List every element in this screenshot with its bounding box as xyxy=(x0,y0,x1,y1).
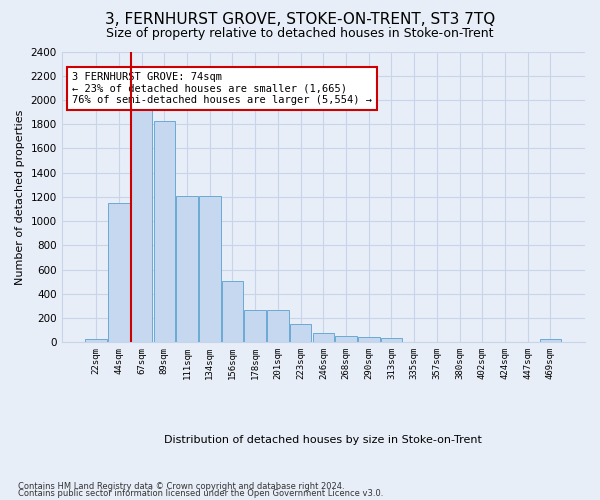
Bar xyxy=(267,310,289,342)
Text: Size of property relative to detached houses in Stoke-on-Trent: Size of property relative to detached ho… xyxy=(106,28,494,40)
Bar xyxy=(380,338,402,342)
Y-axis label: Number of detached properties: Number of detached properties xyxy=(15,109,25,284)
X-axis label: Distribution of detached houses by size in Stoke-on-Trent: Distribution of detached houses by size … xyxy=(164,435,482,445)
Text: Contains public sector information licensed under the Open Government Licence v3: Contains public sector information licen… xyxy=(18,489,383,498)
Bar xyxy=(108,203,130,342)
Text: 3 FERNHURST GROVE: 74sqm
← 23% of detached houses are smaller (1,665)
76% of sem: 3 FERNHURST GROVE: 74sqm ← 23% of detach… xyxy=(72,72,372,105)
Bar xyxy=(154,120,175,342)
Bar xyxy=(131,106,152,343)
Bar xyxy=(176,196,198,342)
Text: 3, FERNHURST GROVE, STOKE-ON-TRENT, ST3 7TQ: 3, FERNHURST GROVE, STOKE-ON-TRENT, ST3 … xyxy=(105,12,495,28)
Bar xyxy=(539,338,561,342)
Bar xyxy=(222,280,243,342)
Bar xyxy=(85,340,107,342)
Bar xyxy=(313,333,334,342)
Bar xyxy=(358,338,380,342)
Bar xyxy=(244,310,266,342)
Bar xyxy=(290,324,311,342)
Text: Contains HM Land Registry data © Crown copyright and database right 2024.: Contains HM Land Registry data © Crown c… xyxy=(18,482,344,491)
Bar xyxy=(335,336,357,342)
Bar xyxy=(199,196,221,342)
